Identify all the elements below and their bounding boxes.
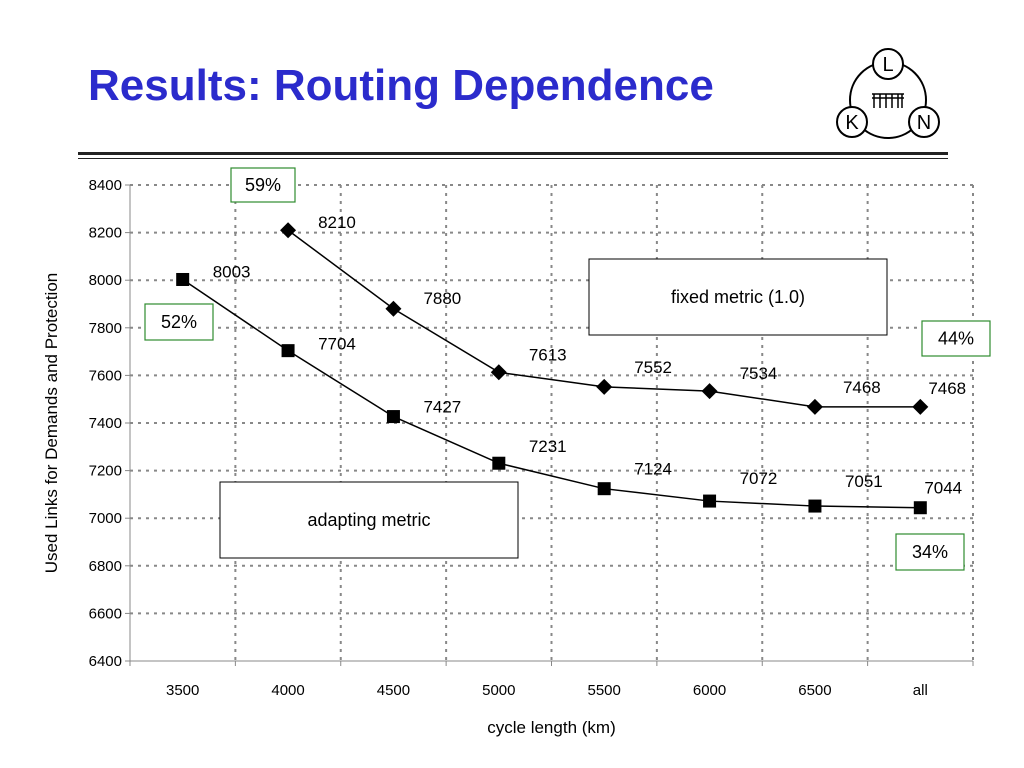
data-label: 7427 [423, 398, 461, 417]
y-tick-label: 6800 [89, 558, 122, 575]
diamond-marker [701, 383, 718, 400]
slide-title: Results: Routing Dependence [88, 61, 714, 110]
y-tick-label: 8400 [89, 177, 122, 194]
y-tick-label: 8200 [89, 225, 122, 242]
y-axis-label: Used Links for Demands and Protection [42, 273, 61, 574]
lkn-logo: L K N [836, 48, 940, 139]
x-tick-label: 6500 [798, 682, 831, 699]
x-tick-label: 5500 [588, 682, 621, 699]
data-label: 7534 [740, 364, 778, 383]
percent-annotation: 52% [161, 312, 197, 332]
y-tick-label: 7600 [89, 367, 122, 384]
y-tick-label: 7000 [89, 510, 122, 527]
adapting-metric-box [219, 481, 519, 559]
data-label: 7552 [634, 358, 672, 377]
square-marker [808, 499, 822, 513]
logo-circle-n [908, 106, 940, 138]
square-marker [281, 344, 295, 358]
square-marker [386, 410, 400, 424]
logo-circle-l [872, 48, 904, 80]
x-tick-label: 3500 [166, 682, 199, 699]
y-tick-label: 7800 [89, 320, 122, 337]
y-tick-label: 6400 [89, 653, 122, 670]
fixed-metric-label: fixed metric (1.0) [671, 287, 805, 307]
data-label: 7231 [529, 437, 567, 456]
fixed-metric-box [588, 258, 888, 336]
data-label: 7880 [423, 289, 461, 308]
x-tick-label: 4000 [271, 682, 304, 699]
data-label: 7468 [928, 379, 966, 398]
x-axis-label: cycle length (km) [487, 718, 615, 737]
diamond-marker [806, 398, 823, 415]
square-marker [913, 501, 927, 515]
diamond-marker [280, 222, 297, 239]
logo-letter-k: K [845, 112, 859, 134]
diamond-marker [596, 378, 613, 395]
logo-circle-k [836, 106, 868, 138]
square-marker [492, 456, 506, 470]
diamond-marker [385, 300, 402, 317]
y-tick-label: 7200 [89, 463, 122, 480]
y-tick-label: 7400 [89, 415, 122, 432]
percent-annotation-box [895, 533, 965, 571]
diamond-marker [490, 364, 507, 381]
tum-mark-icon [872, 93, 904, 108]
square-marker [597, 482, 611, 496]
square-marker [176, 272, 190, 286]
percent-annotation-box [230, 167, 296, 203]
data-label: 8210 [318, 213, 356, 232]
y-tick-label: 6600 [89, 605, 122, 622]
data-label: 7044 [924, 479, 962, 498]
logo-letter-l: L [882, 54, 893, 76]
percent-annotation: 59% [245, 175, 281, 195]
y-tick-label: 8000 [89, 272, 122, 289]
x-tick-label: all [913, 682, 928, 699]
logo-letter-n: N [917, 112, 931, 134]
data-label: 7468 [843, 378, 881, 397]
data-label: 7704 [318, 335, 356, 354]
data-label: 7051 [845, 472, 883, 491]
series-0: 8210 7880 7613 7552 7534 7468 7468 [280, 213, 966, 415]
x-tick-label: 5000 [482, 682, 515, 699]
series-line [182, 278, 921, 509]
percent-annotation-box [921, 320, 991, 357]
data-label: 7124 [634, 460, 672, 479]
x-tick-label: 6000 [693, 682, 726, 699]
series-1: 8003 7704 7427 7231 7124 7072 7051 7044 [176, 262, 962, 515]
percent-annotation: 34% [912, 542, 948, 562]
percent-annotation: 44% [938, 329, 974, 349]
diamond-marker [912, 398, 929, 415]
data-label: 7613 [529, 345, 567, 364]
x-tick-label: 4500 [377, 682, 410, 699]
header-rule-thin [78, 158, 948, 159]
square-marker [703, 494, 717, 508]
header-rule-thick [78, 152, 948, 155]
adapting-metric-label: adapting metric [307, 510, 430, 530]
data-label: 8003 [213, 262, 251, 281]
data-label: 7072 [740, 469, 778, 488]
percent-annotation-box [144, 303, 214, 341]
